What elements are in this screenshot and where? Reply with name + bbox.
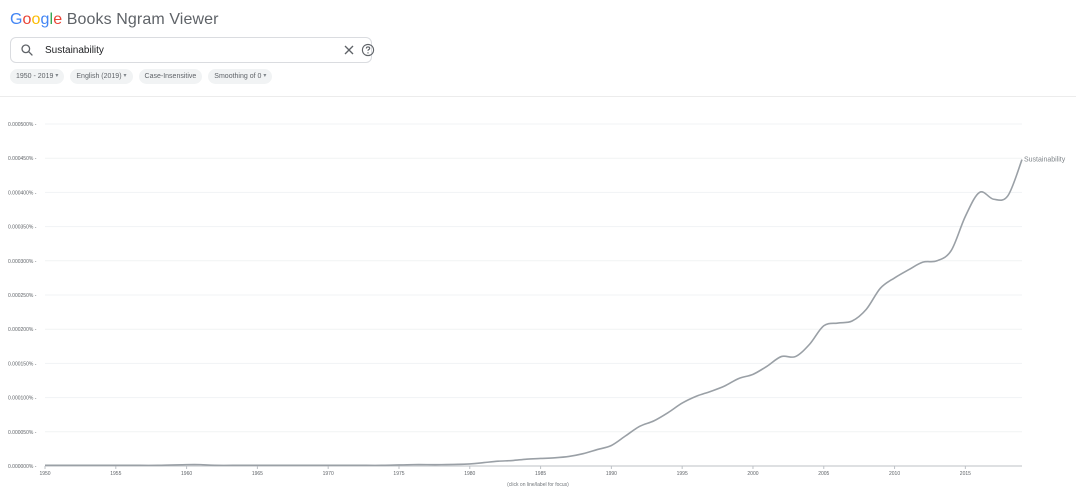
x-tick-label: 2005	[818, 471, 829, 477]
x-tick-label: 1995	[677, 471, 688, 477]
close-icon[interactable]	[342, 43, 356, 57]
x-tick-label: 1990	[606, 471, 617, 477]
app-title[interactable]: Google Books Ngram Viewer	[10, 11, 219, 29]
search-box[interactable]	[10, 37, 375, 63]
x-tick-label: 2015	[960, 471, 971, 477]
year-range-chip[interactable]: 1950 - 2019 ▾	[10, 69, 65, 84]
x-tick-label: 2000	[747, 471, 758, 477]
x-tick-label: 1985	[535, 471, 546, 477]
search-input[interactable]	[45, 41, 325, 59]
y-tick-label: 0.000000% -	[8, 464, 37, 470]
y-tick-label: 0.000150% -	[8, 361, 37, 367]
y-tick-label: 0.000200% -	[8, 327, 37, 333]
y-tick-label: 0.000400% -	[8, 190, 37, 196]
y-tick-label: 0.000300% -	[8, 259, 37, 265]
y-tick-label: 0.000100% -	[8, 396, 37, 402]
x-tick-label: 1960	[181, 471, 192, 477]
case-label: Case-Insensitive	[144, 73, 197, 80]
x-tick-label: 2010	[889, 471, 900, 477]
corpus-chip[interactable]: English (2019) ▾	[70, 69, 133, 84]
y-tick-label: 0.000500% -	[8, 122, 37, 128]
smoothing-label: Smoothing of 0	[214, 73, 262, 80]
y-tick-label: 0.000050% -	[8, 430, 37, 436]
brand-letter: o	[22, 11, 32, 28]
case-chip[interactable]: Case-Insensitive	[138, 69, 203, 84]
corpus-label: English (2019)	[76, 73, 122, 80]
x-tick-label: 1970	[323, 471, 334, 477]
series-line-sustainability[interactable]	[45, 159, 1023, 467]
year-range-label: 1950 - 2019	[16, 73, 54, 80]
caret-down-icon: ▾	[55, 73, 59, 79]
brand-letter: o	[31, 11, 41, 28]
series-label[interactable]: Sustainability	[1024, 157, 1066, 164]
app-header: Google Books Ngram Viewer 1950 - 2019 ▾ …	[0, 0, 1076, 97]
brand-text: Books Ngram Viewer	[62, 11, 219, 28]
y-tick-label: 0.000250% -	[8, 293, 37, 299]
smoothing-chip[interactable]: Smoothing of 0 ▾	[208, 69, 273, 84]
x-tick-label: 1955	[110, 471, 121, 477]
caret-down-icon: ▾	[263, 73, 267, 79]
brand-letter: l	[49, 11, 54, 28]
x-tick-label: 1965	[252, 471, 263, 477]
help-icon[interactable]	[361, 43, 375, 57]
x-tick-label: 1950	[39, 471, 50, 477]
brand-letter: g	[40, 11, 50, 28]
brand-letter: G	[10, 11, 23, 28]
filter-chips: 1950 - 2019 ▾ English (2019) ▾ Case-Inse…	[10, 69, 273, 84]
caret-down-icon: ▾	[123, 73, 127, 79]
x-tick-label: 1975	[393, 471, 404, 477]
brand-letter: e	[53, 11, 63, 28]
chart-hint: (click on line/label for focus)	[507, 482, 569, 488]
search-icon	[21, 44, 33, 56]
y-tick-label: 0.000350% -	[8, 225, 37, 231]
y-tick-label: 0.000450% -	[8, 156, 37, 162]
x-tick-label: 1980	[464, 471, 475, 477]
ngram-chart: 0.000000% - 0.000050% - 0.000100% - 0.00015…	[8, 122, 1066, 477]
